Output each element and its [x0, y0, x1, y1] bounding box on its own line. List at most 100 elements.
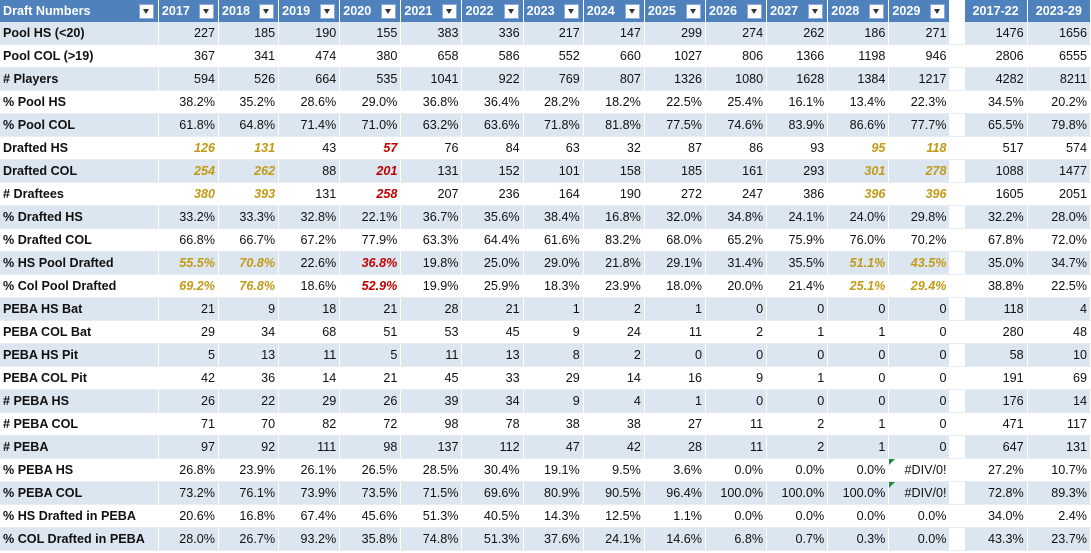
table-cell[interactable]: 301 [827, 159, 890, 183]
table-cell[interactable]: 0 [644, 343, 706, 367]
table-cell[interactable]: 0.0% [705, 458, 768, 482]
table-cell[interactable]: 0.3% [827, 527, 890, 551]
table-cell[interactable]: 0 [827, 343, 890, 367]
table-cell[interactable]: 1384 [827, 67, 890, 91]
table-cell[interactable]: 24.1% [583, 527, 645, 551]
table-cell[interactable]: 87 [644, 136, 706, 160]
row-label[interactable]: PEBA COL Pit [0, 366, 159, 390]
table-cell[interactable]: 1027 [644, 44, 706, 68]
table-cell[interactable]: 1 [827, 412, 890, 436]
row-label[interactable]: % HS Drafted in PEBA [0, 504, 159, 528]
table-cell[interactable]: 9 [218, 297, 280, 321]
table-cell[interactable]: 341 [218, 44, 280, 68]
row-label[interactable]: # PEBA HS [0, 389, 159, 413]
table-cell[interactable]: 16.8% [218, 504, 280, 528]
table-cell[interactable]: 33.3% [218, 205, 280, 229]
table-cell[interactable]: 12.5% [583, 504, 645, 528]
row-label[interactable]: PEBA HS Bat [0, 297, 159, 321]
table-cell[interactable]: 51.3% [461, 527, 524, 551]
header-cell-year[interactable]: 2017 [158, 0, 219, 22]
summary-cell[interactable]: 176 [964, 389, 1028, 413]
table-cell[interactable]: 97 [158, 435, 219, 459]
table-cell[interactable]: 161 [705, 159, 768, 183]
table-cell[interactable]: 258 [339, 182, 402, 206]
table-cell[interactable]: 164 [523, 182, 584, 206]
table-cell[interactable]: 155 [339, 22, 402, 45]
table-cell[interactable]: 25.9% [461, 274, 524, 298]
summary-cell[interactable]: 1605 [964, 182, 1028, 206]
row-label[interactable]: % COL Drafted in PEBA [0, 527, 159, 551]
table-cell[interactable]: 9 [523, 320, 584, 344]
table-cell[interactable]: 386 [766, 182, 829, 206]
table-cell[interactable]: 71.5% [400, 481, 463, 505]
summary-cell[interactable]: 67.8% [964, 228, 1028, 252]
summary-cell[interactable]: 65.5% [964, 113, 1028, 137]
filter-dropdown-icon[interactable] [198, 3, 214, 19]
table-cell[interactable]: 29.4% [888, 274, 951, 298]
table-cell[interactable]: 25.4% [705, 90, 768, 114]
table-cell[interactable]: 16.1% [766, 90, 829, 114]
summary-cell[interactable]: 34.5% [964, 90, 1028, 114]
table-cell[interactable]: 271 [888, 22, 951, 45]
filter-dropdown-icon[interactable] [259, 3, 275, 19]
table-cell[interactable]: #DIV/0! [888, 458, 951, 482]
table-cell[interactable]: 93.2% [278, 527, 341, 551]
table-cell[interactable]: 76.8% [218, 274, 280, 298]
table-cell[interactable]: 36 [218, 366, 280, 390]
table-cell[interactable]: 1 [523, 297, 584, 321]
table-cell[interactable]: 74.6% [705, 113, 768, 137]
row-label[interactable]: # Draftees [0, 182, 159, 206]
summary-cell[interactable]: 22.5% [1027, 274, 1091, 298]
summary-cell[interactable]: 2051 [1027, 182, 1091, 206]
table-cell[interactable]: 34.8% [705, 205, 768, 229]
table-cell[interactable]: 526 [218, 67, 280, 91]
table-cell[interactable]: 367 [158, 44, 219, 68]
table-cell[interactable]: 0 [888, 435, 951, 459]
header-cell-year[interactable]: 2023 [523, 0, 584, 22]
table-cell[interactable]: 64.4% [461, 228, 524, 252]
table-cell[interactable]: 0 [888, 389, 951, 413]
table-cell[interactable]: 39 [400, 389, 463, 413]
table-cell[interactable]: 1 [644, 297, 706, 321]
header-cell-year[interactable]: 2019 [278, 0, 341, 22]
table-cell[interactable]: 72 [339, 412, 402, 436]
table-cell[interactable]: 32.0% [644, 205, 706, 229]
table-cell[interactable]: 21 [339, 297, 402, 321]
table-cell[interactable]: 5 [158, 343, 219, 367]
table-cell[interactable]: 36.8% [400, 90, 463, 114]
filter-dropdown-icon[interactable] [869, 3, 885, 19]
table-cell[interactable]: 1 [766, 366, 829, 390]
summary-cell[interactable]: 89.3% [1027, 481, 1091, 505]
header-cell-title[interactable]: Draft Numbers [0, 0, 159, 22]
table-cell[interactable]: 1 [766, 320, 829, 344]
table-cell[interactable]: 78 [461, 412, 524, 436]
table-cell[interactable]: 83.9% [766, 113, 829, 137]
table-cell[interactable]: 946 [888, 44, 951, 68]
table-cell[interactable]: 2 [583, 343, 645, 367]
table-cell[interactable]: 1041 [400, 67, 463, 91]
table-cell[interactable]: 0 [827, 366, 890, 390]
filter-dropdown-icon[interactable] [747, 3, 763, 19]
table-cell[interactable]: 77.7% [888, 113, 951, 137]
table-cell[interactable]: 93 [766, 136, 829, 160]
table-cell[interactable]: 0 [888, 366, 951, 390]
table-cell[interactable]: 23.9% [218, 458, 280, 482]
header-cell-summary[interactable]: 2017-22 [964, 0, 1028, 22]
row-label[interactable]: Drafted COL [0, 159, 159, 183]
table-cell[interactable]: 68 [278, 320, 341, 344]
table-cell[interactable]: 31.4% [705, 251, 768, 275]
table-cell[interactable]: 11 [705, 435, 768, 459]
table-cell[interactable]: 35.2% [218, 90, 280, 114]
table-cell[interactable]: 71 [158, 412, 219, 436]
summary-cell[interactable]: 2.4% [1027, 504, 1091, 528]
table-cell[interactable]: 274 [705, 22, 768, 45]
summary-cell[interactable]: 4 [1027, 297, 1091, 321]
table-cell[interactable]: 64.8% [218, 113, 280, 137]
table-cell[interactable]: 35.5% [766, 251, 829, 275]
row-label[interactable]: PEBA COL Bat [0, 320, 159, 344]
table-cell[interactable]: 88 [278, 159, 341, 183]
table-cell[interactable]: 2 [766, 435, 829, 459]
table-cell[interactable]: 26.8% [158, 458, 219, 482]
header-cell-year[interactable]: 2020 [339, 0, 402, 22]
row-label[interactable]: % Drafted COL [0, 228, 159, 252]
